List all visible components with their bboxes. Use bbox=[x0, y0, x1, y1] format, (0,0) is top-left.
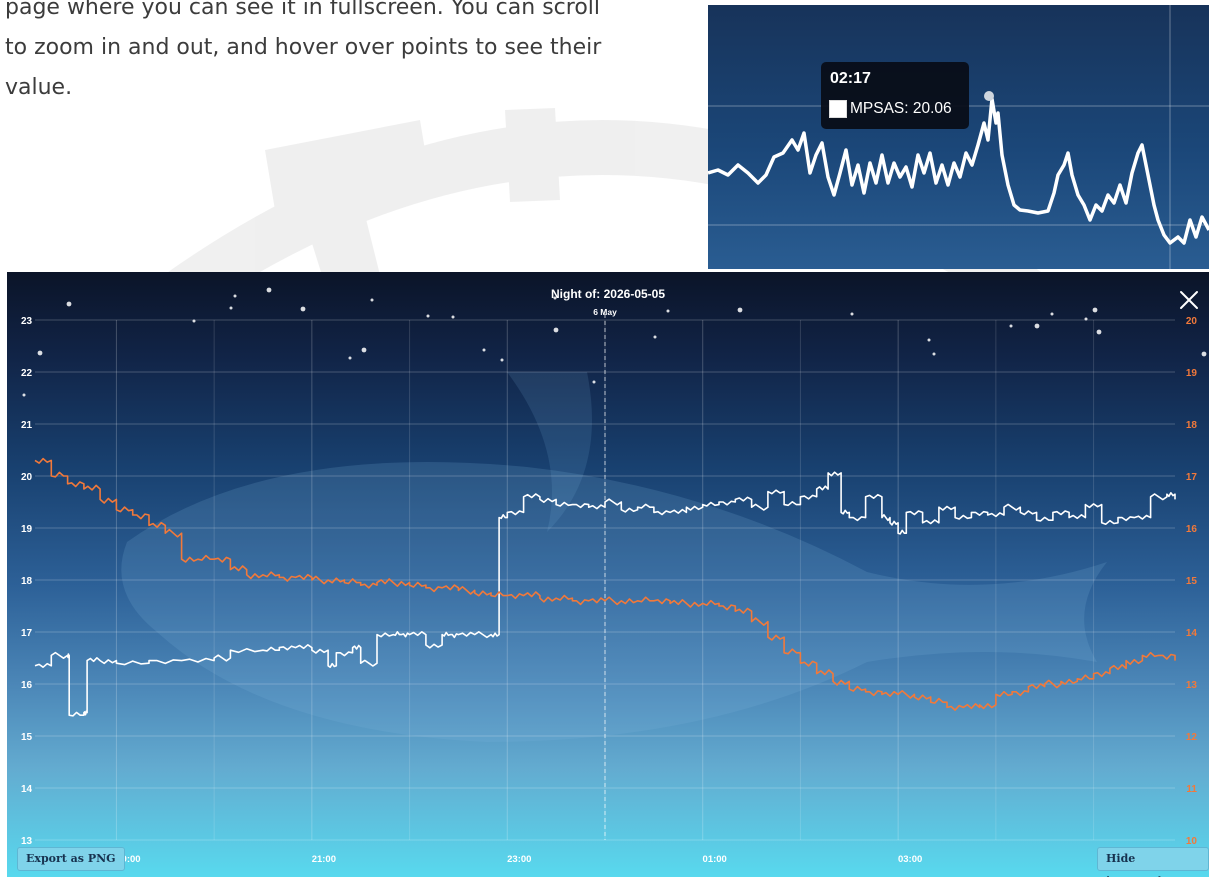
zoom-inset: 02:17 MPSAS: 20.06 bbox=[708, 5, 1209, 269]
x-tick-label: 23:00 bbox=[507, 854, 531, 865]
y-tick-label-left: 19 bbox=[21, 524, 33, 535]
star bbox=[932, 352, 936, 356]
star bbox=[370, 298, 374, 302]
mpsas-series-line[interactable] bbox=[34, 471, 1176, 717]
chart-panel: 6 May 13 14 15 16 17 18 19 20 21 22 23 10 11 12 13 14 15… bbox=[7, 272, 1209, 877]
y-tick-label-right: 11 bbox=[1186, 784, 1197, 795]
chart-title: Night of: 2026-05-05 bbox=[550, 287, 666, 301]
star bbox=[300, 306, 306, 312]
tooltip-row: MPSAS: 20.06 bbox=[829, 100, 952, 118]
close-icon[interactable] bbox=[1177, 288, 1201, 312]
star bbox=[192, 319, 196, 323]
star bbox=[653, 335, 657, 339]
star bbox=[737, 307, 743, 313]
star bbox=[1009, 324, 1013, 328]
tooltip-swatch bbox=[829, 100, 847, 118]
y-tick-label-right: 14 bbox=[1186, 628, 1198, 639]
x-tick-label: 03:00 bbox=[898, 854, 922, 865]
star bbox=[482, 348, 486, 352]
tooltip-time: 02:17 bbox=[830, 70, 871, 87]
star bbox=[1096, 329, 1102, 335]
star bbox=[66, 301, 72, 307]
y-tick-label-left: 20 bbox=[21, 472, 33, 483]
x-tick-label: 19:00 bbox=[116, 854, 140, 865]
fish-fin-watermark bbox=[507, 372, 592, 532]
y-tick-label-left: 21 bbox=[21, 420, 33, 431]
star bbox=[850, 312, 854, 316]
star bbox=[233, 294, 237, 298]
intro-paragraph: page where you can see it in fullscreen.… bbox=[5, 0, 705, 108]
inset-plot bbox=[708, 5, 1209, 269]
star bbox=[592, 380, 596, 384]
hide-temperature-button[interactable]: Hide temperature bbox=[1097, 847, 1209, 877]
x-tick-label: 21:00 bbox=[312, 854, 336, 865]
x-tick-label: 01:00 bbox=[703, 854, 727, 865]
y-tick-label-right: 12 bbox=[1186, 732, 1198, 743]
sqm-chart[interactable]: 6 May 13 14 15 16 17 18 19 20 21 22 23 10 11 12 13 14 15… bbox=[7, 272, 1209, 877]
chart-axes: 13 14 15 16 17 18 19 20 21 22 23 10 11 12 13 14 15 16 17 18… bbox=[21, 316, 1197, 865]
chart-series[interactable] bbox=[34, 457, 1176, 717]
intro-line: value. bbox=[5, 75, 73, 100]
y-tick-label-left: 15 bbox=[21, 732, 33, 743]
day-marker: 6 May bbox=[593, 307, 617, 840]
star bbox=[22, 393, 26, 397]
chart-background-decor bbox=[22, 287, 1207, 742]
star bbox=[37, 350, 43, 356]
tooltip: 02:17 MPSAS: 20.06 bbox=[821, 62, 969, 129]
y-tick-label-right: 20 bbox=[1186, 316, 1198, 327]
star bbox=[361, 347, 367, 353]
y-tick-label-right: 13 bbox=[1186, 680, 1198, 691]
inset-hover-point[interactable] bbox=[984, 91, 994, 101]
star bbox=[553, 327, 559, 333]
y-tick-label-right: 19 bbox=[1186, 368, 1198, 379]
star bbox=[500, 358, 504, 362]
export-png-button[interactable]: Export as PNG bbox=[17, 847, 125, 871]
y-tick-label-right: 10 bbox=[1186, 836, 1198, 847]
y-tick-label-right: 18 bbox=[1186, 420, 1198, 431]
star bbox=[426, 314, 430, 318]
star bbox=[666, 309, 670, 313]
temperature-series-line[interactable] bbox=[34, 457, 1176, 711]
y-tick-label-left: 23 bbox=[21, 316, 33, 327]
intro-line: page where you can see it in fullscreen.… bbox=[5, 0, 600, 20]
star bbox=[927, 338, 931, 342]
star bbox=[1050, 312, 1054, 316]
y-tick-label-left: 22 bbox=[21, 368, 33, 379]
intro-line: to zoom in and out, and hover over point… bbox=[5, 35, 602, 60]
y-tick-label-right: 16 bbox=[1186, 524, 1198, 535]
star bbox=[348, 356, 352, 360]
y-tick-label-left: 13 bbox=[21, 836, 33, 847]
star bbox=[553, 296, 557, 300]
y-tick-label-right: 17 bbox=[1186, 472, 1198, 483]
star bbox=[229, 306, 233, 310]
y-tick-label-left: 16 bbox=[21, 680, 33, 691]
day-marker-label: 6 May bbox=[593, 307, 617, 317]
y-tick-label-left: 14 bbox=[21, 784, 33, 795]
star bbox=[1034, 323, 1040, 329]
star bbox=[451, 315, 455, 319]
inset-mpsas-line bbox=[708, 97, 1209, 245]
star bbox=[266, 287, 272, 293]
tooltip-value: MPSAS: 20.06 bbox=[850, 100, 952, 117]
star bbox=[1084, 317, 1088, 321]
y-tick-label-left: 18 bbox=[21, 576, 33, 587]
y-tick-label-left: 17 bbox=[21, 628, 33, 639]
star bbox=[1092, 307, 1098, 313]
star bbox=[1201, 351, 1207, 357]
y-tick-label-right: 15 bbox=[1186, 576, 1198, 587]
